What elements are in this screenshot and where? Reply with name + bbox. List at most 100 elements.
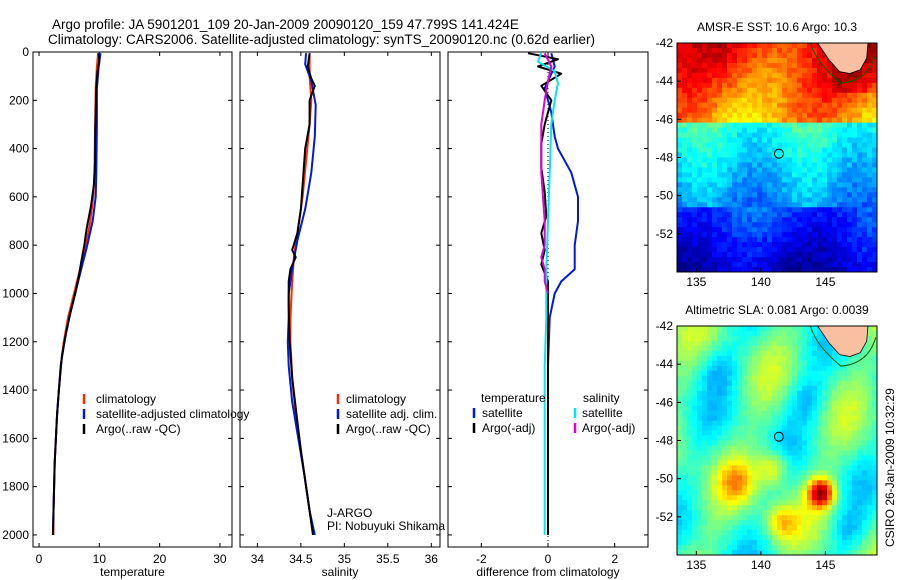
sla_map-cell [692, 445, 698, 451]
sla_map-cell [722, 480, 728, 486]
sst_map-cell [857, 117, 863, 124]
sst_map-cell [782, 257, 788, 263]
sla_map-cell [747, 470, 753, 476]
sla_map-cell [747, 355, 753, 362]
sst_map-cell [772, 142, 778, 148]
sla_map-cell [767, 385, 773, 392]
sla_map-cell [717, 505, 723, 511]
sla_map-cell [732, 475, 738, 481]
sst_map-cell [747, 252, 753, 258]
sst_map-cell [872, 177, 877, 183]
sst_map-cell [747, 57, 753, 64]
sst_map-cell [707, 62, 713, 69]
sla_map-cell [692, 400, 698, 407]
sla_map-cell [867, 490, 873, 496]
sst_map-cell [777, 97, 783, 104]
sst_map-cell [832, 182, 838, 188]
sst_map-cell [867, 252, 873, 258]
sst_map-cell [867, 137, 873, 143]
sla_map-cell [767, 460, 773, 466]
sst_map-cell [847, 232, 853, 238]
depth-tick-label: 200 [9, 93, 29, 107]
sst_map-cell [747, 112, 753, 119]
sla_map-cell [747, 510, 753, 516]
sst_map-cell [787, 237, 793, 243]
sla_map-cell [692, 540, 698, 546]
sst_map-cell [862, 177, 868, 183]
sst_map-cell [792, 137, 798, 143]
sla_map-cell [852, 420, 858, 426]
sla_map-cell [707, 326, 713, 332]
sla_map-cell [677, 500, 683, 506]
sla_map-cell [742, 495, 748, 501]
sla_map-cell [687, 510, 693, 516]
sla_map-cell [827, 415, 833, 421]
sst_map-cell [802, 137, 808, 143]
sla_map-cell [812, 515, 818, 521]
sla_map-cell [827, 350, 833, 357]
sst_map-cell [712, 62, 718, 69]
sla_map-cell [767, 375, 773, 382]
sla_map-cell [717, 360, 723, 367]
sla_map-cell [682, 335, 688, 342]
sla_map-cell [787, 540, 793, 546]
sst_map-cell [742, 157, 748, 163]
sla_map-cell [802, 335, 808, 342]
sst_map-cell [677, 147, 683, 153]
sla_map-cell [737, 510, 743, 516]
sla_map-cell [792, 435, 798, 441]
sla_map-cell [697, 415, 703, 421]
sst_map-cell [687, 147, 693, 153]
sst_map-cell [732, 227, 738, 233]
depth-tick-label: 1400 [2, 383, 29, 397]
sst_map-cell [737, 237, 743, 243]
sst_map-cell [867, 102, 873, 109]
sla_map-cell [777, 335, 783, 342]
sst_map-cell [847, 247, 853, 253]
sst_map-cell [737, 242, 743, 248]
sla_map-cell [872, 470, 877, 476]
sst_map-cell [782, 107, 788, 114]
sst_map-cell [717, 157, 723, 163]
sla_map-cell [857, 540, 863, 546]
sla_map-cell [752, 390, 758, 397]
sst_map-cell [747, 62, 753, 69]
sla_map-cell [812, 505, 818, 511]
sla_map-cell [737, 425, 743, 431]
sla_map-cell [807, 360, 813, 367]
sla_map-cell [827, 440, 833, 446]
sla_map-cell [752, 405, 758, 412]
sst_map-cell [837, 162, 843, 168]
sst_map-cell [777, 87, 783, 94]
sla_map-cell [687, 500, 693, 506]
sla_map-cell [737, 370, 743, 377]
sst_map-cell [852, 132, 858, 138]
sla_map-cell [857, 455, 863, 461]
sst_map-cell [872, 232, 877, 238]
sla_map-cell [712, 465, 718, 471]
sla_map-cell [867, 460, 873, 466]
sst_map-cell [772, 162, 778, 168]
sla_map-cell [772, 445, 778, 451]
sla_map-cell [792, 455, 798, 461]
sla_map-cell [687, 410, 693, 417]
sst_map-cell [707, 202, 713, 208]
sst_map-cell [822, 187, 828, 193]
sst_map-cell [722, 267, 728, 272]
sla_map-cell [757, 410, 763, 417]
sla_map-cell [832, 485, 838, 491]
sst_map-cell [787, 77, 793, 84]
sst_map-cell [722, 52, 728, 59]
sla_map-cell [707, 355, 713, 362]
sst_map-cell [807, 152, 813, 158]
sla_map-cell [747, 500, 753, 506]
sla_map-cell [772, 460, 778, 466]
sst_map-cell [757, 157, 763, 163]
sst_map-cell [692, 92, 698, 99]
sst_map-cell [822, 262, 828, 268]
sst_map-cell [742, 87, 748, 94]
sst_map-cell [802, 207, 808, 213]
sst_map-cell [747, 157, 753, 163]
sla_map-cell [817, 455, 823, 461]
sla_map-cell [742, 445, 748, 451]
